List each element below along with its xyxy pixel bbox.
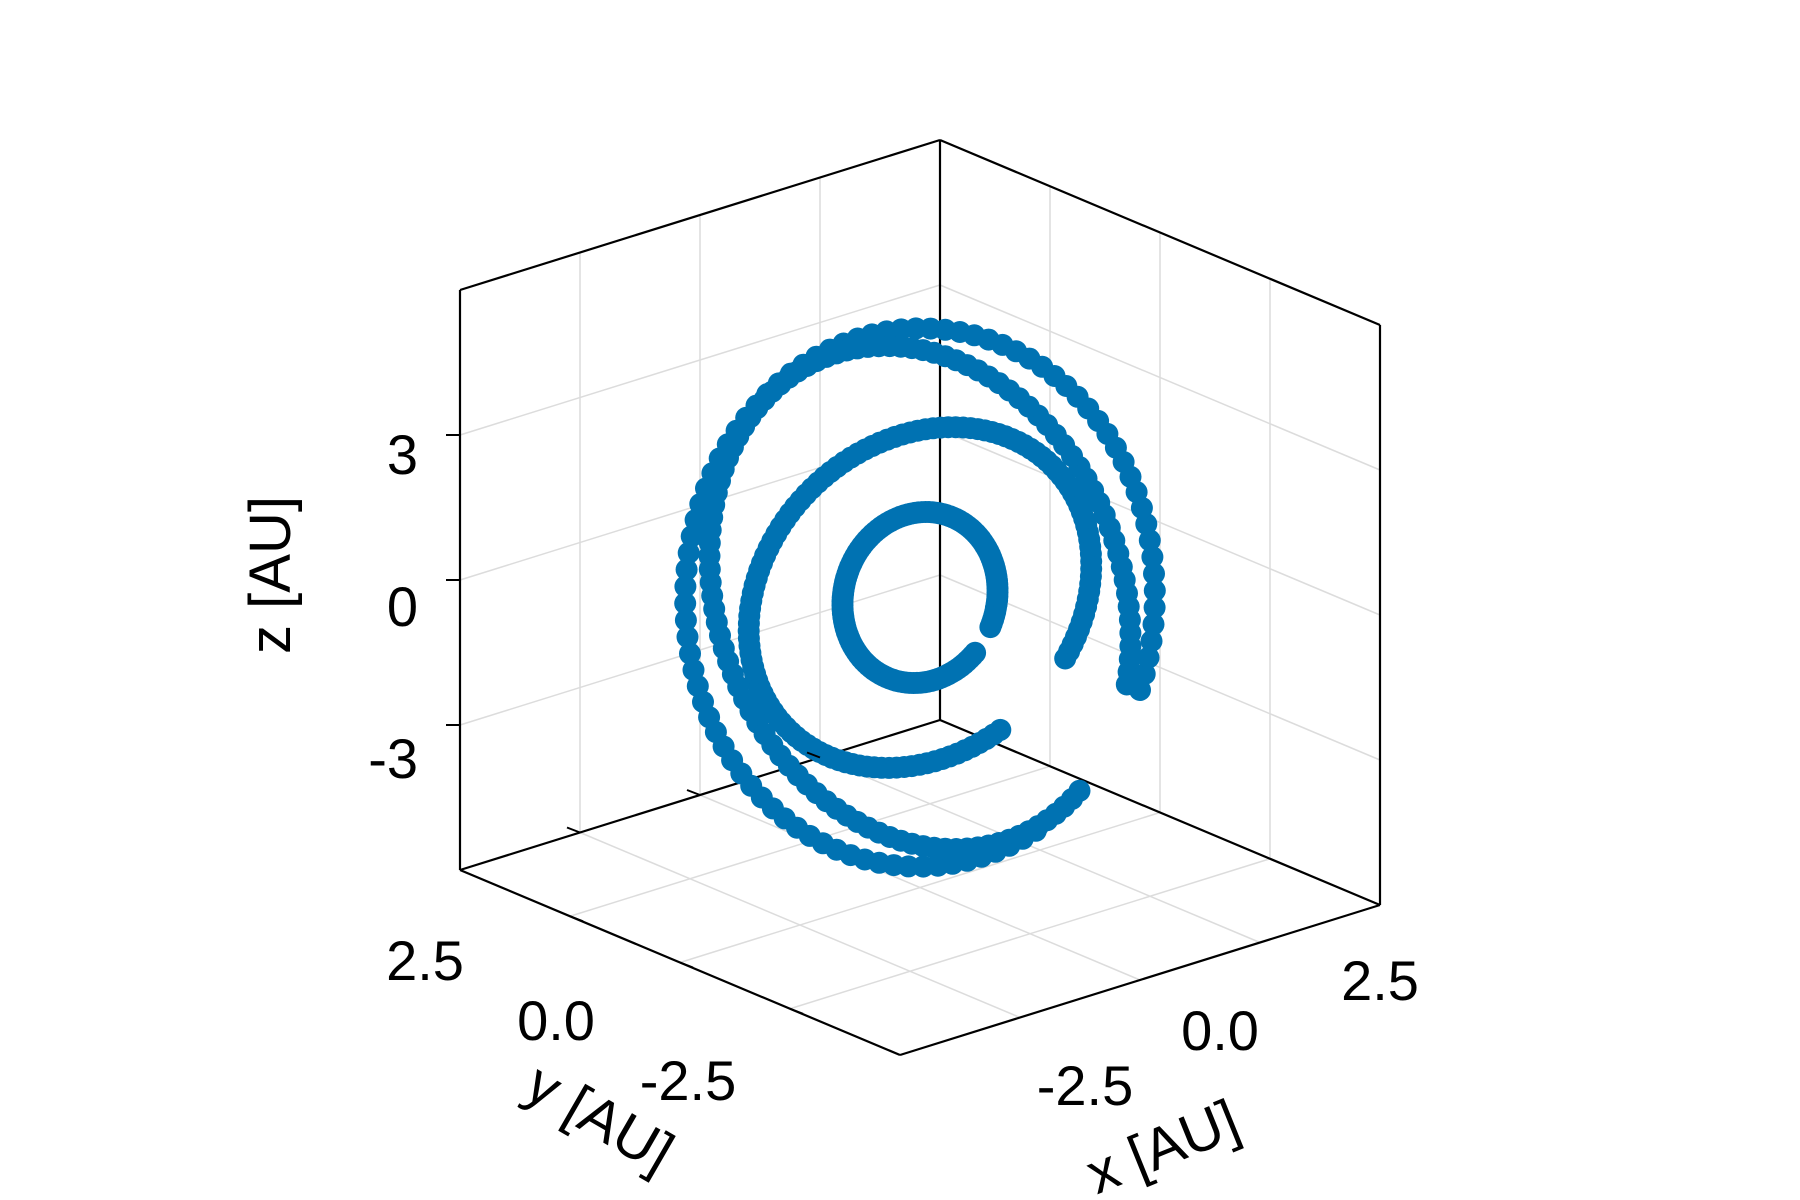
scatter-point xyxy=(679,642,701,665)
grid-line xyxy=(699,794,1141,981)
scatter-points xyxy=(674,317,1166,878)
grid-line xyxy=(939,429,1381,616)
x-tick-label: 2.5 xyxy=(1341,949,1419,1012)
z-tick-label: 3 xyxy=(387,423,418,486)
scatter-point xyxy=(675,558,698,581)
scatter-point xyxy=(1143,596,1166,619)
scatter-point xyxy=(674,609,697,632)
grid-line xyxy=(459,284,941,436)
z-tick-label: 0 xyxy=(387,575,418,638)
scatter-point xyxy=(964,641,987,664)
scatter-point xyxy=(1133,663,1156,685)
z-tick-label: -3 xyxy=(368,727,418,790)
scatter-point xyxy=(680,525,703,548)
grid-line xyxy=(939,574,1381,761)
scatter-point xyxy=(1068,779,1091,802)
frame-edge xyxy=(459,138,941,292)
grid-lines xyxy=(459,177,1381,1019)
y-tick-label: 2.5 xyxy=(386,929,464,992)
x-tick xyxy=(569,915,584,923)
x-tick xyxy=(789,1007,804,1015)
scatter-point xyxy=(676,626,699,648)
scatter-point xyxy=(1142,613,1165,636)
z-axis-label: z [AU] xyxy=(238,496,303,654)
frame-edge xyxy=(899,903,1381,1057)
axes-frame xyxy=(458,138,1382,1057)
scatter-point xyxy=(989,718,1012,741)
scatter-point xyxy=(674,575,697,598)
y-tick xyxy=(566,826,581,834)
y-tick-label: -2.5 xyxy=(640,1049,737,1112)
scatter-point xyxy=(1140,630,1163,653)
y-tick xyxy=(806,751,821,759)
grid-line xyxy=(819,756,1261,944)
scatter-point xyxy=(674,592,697,615)
scatter-point xyxy=(1141,546,1164,568)
scatter-point xyxy=(1143,562,1165,585)
scatter-point xyxy=(1138,529,1161,552)
scatter-point xyxy=(677,541,700,564)
frame-edge xyxy=(939,138,1381,327)
tick-marks xyxy=(446,434,821,1015)
x-tick xyxy=(679,961,694,969)
y-tick xyxy=(686,789,701,796)
scatter-point xyxy=(1137,646,1160,669)
scatter-point xyxy=(1143,579,1166,602)
frame-edge xyxy=(939,718,1381,907)
y-tick-label: 0.0 xyxy=(517,989,595,1052)
grid-line xyxy=(939,284,1381,471)
x-tick-label: 0.0 xyxy=(1181,999,1259,1062)
grid-line xyxy=(579,831,1021,1019)
x-tick-label: -2.5 xyxy=(1037,1054,1134,1117)
